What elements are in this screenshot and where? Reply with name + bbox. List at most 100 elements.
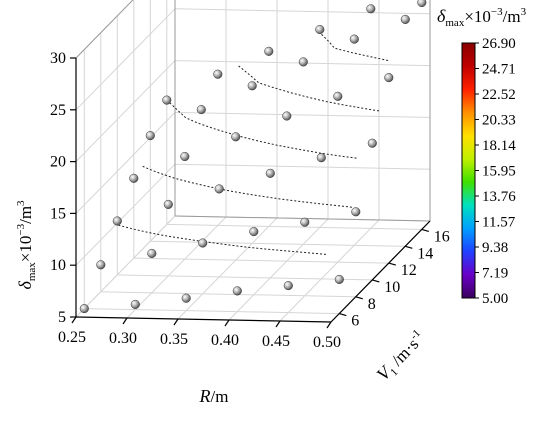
surface-patch [345, 22, 354, 29]
grid-line [279, 219, 380, 322]
surface-patch [228, 229, 236, 238]
surface-patch [366, 90, 374, 100]
surface-patch [262, 236, 270, 245]
surface-patch [307, 182, 316, 192]
surface-patch [368, 82, 376, 92]
surface-patch [227, 80, 235, 87]
surface-patch [331, 40, 340, 47]
surface-patch [120, 253, 128, 260]
surface-patch [321, 171, 330, 181]
surface-patch [334, 167, 342, 177]
surface-patch [129, 262, 137, 269]
y-tick [339, 313, 347, 317]
surface-patch [212, 132, 221, 141]
surface-patch [247, 147, 256, 156]
surface-patch [330, 139, 338, 149]
surface-patch [302, 134, 311, 144]
surface-patch [314, 90, 323, 100]
surface-patch [335, 23, 343, 30]
surface-patch [300, 206, 309, 215]
surface-patch [146, 283, 154, 290]
surface-patch [202, 198, 210, 207]
x-tick-label: 0.25 [58, 329, 86, 346]
surface-patch [296, 177, 305, 187]
surface-patch [169, 118, 177, 126]
surface-patch [333, 36, 341, 43]
surface-patch [218, 225, 226, 233]
surface-patch [281, 128, 289, 138]
surface-patch [337, 230, 346, 240]
surface-patch [356, 20, 365, 27]
surface-patch [198, 211, 206, 219]
surface-patch [147, 193, 155, 201]
surface-patch [318, 76, 327, 86]
surface-patch [351, 195, 360, 205]
surface-patch [345, 196, 353, 206]
data-point [145, 131, 155, 141]
surface-patch [365, 24, 373, 29]
surface-patch [182, 102, 191, 110]
surface-patch [235, 95, 243, 104]
surface-patch [197, 128, 206, 137]
surface-patch [389, 49, 397, 59]
surface-patch [177, 90, 186, 98]
surface-patch [236, 145, 245, 154]
surface-patch [201, 92, 209, 100]
surface-patch [297, 49, 305, 56]
surface-patch [214, 279, 222, 287]
surface-patch [368, 127, 377, 137]
surface-patch [353, 117, 362, 127]
surface-patch [128, 186, 136, 194]
surface-patch [273, 66, 282, 73]
surface-patch [207, 260, 215, 268]
surface-patch [230, 165, 238, 174]
surface-patch [333, 82, 342, 92]
surface-patch [202, 147, 211, 156]
surface-patch [201, 116, 210, 125]
surface-patch [300, 184, 308, 194]
surface-patch [107, 241, 116, 248]
surface-patch [195, 149, 204, 158]
surface-patch [301, 40, 310, 47]
surface-patch [286, 50, 294, 57]
surface-patch [265, 250, 274, 259]
surface-patch [139, 232, 147, 240]
surface-patch [235, 269, 243, 278]
surface-patch [300, 102, 308, 111]
surface-patch [219, 199, 228, 208]
surface-patch [369, 36, 377, 46]
x-tick [71, 316, 77, 324]
surface-patch [223, 133, 231, 142]
surface-patch [343, 17, 351, 24]
surface-patch [126, 236, 134, 244]
surface-patch [105, 262, 113, 269]
surface-patch [271, 205, 280, 214]
data-point [264, 46, 274, 56]
surface-patch [285, 133, 293, 143]
x-tick-label: 0.45 [262, 333, 290, 350]
surface-patch [320, 202, 328, 212]
y-axis-label: V1 /m·s-1 [373, 327, 431, 386]
surface-patch [172, 169, 180, 178]
surface-patch [190, 219, 199, 227]
surface-patch [284, 54, 293, 61]
surface-patch [303, 244, 311, 253]
surface-patch [162, 250, 171, 258]
surface-patch [186, 103, 194, 111]
z-tick-label: 5 [58, 309, 66, 326]
surface-patch [142, 149, 150, 157]
surface-patch [330, 117, 338, 127]
surface-patch [182, 246, 190, 254]
surface-patch [234, 208, 243, 217]
surface-patch [242, 143, 251, 152]
surface-patch [340, 61, 349, 71]
surface-patch [157, 137, 166, 146]
grid-line [174, 111, 431, 118]
surface-patch [280, 75, 288, 85]
surface-patch [196, 182, 205, 190]
surface-patch [317, 187, 326, 197]
surface-patch [294, 230, 302, 239]
surface-patch [302, 176, 311, 186]
surface-patch [368, 104, 376, 114]
surface-patch [358, 26, 366, 32]
